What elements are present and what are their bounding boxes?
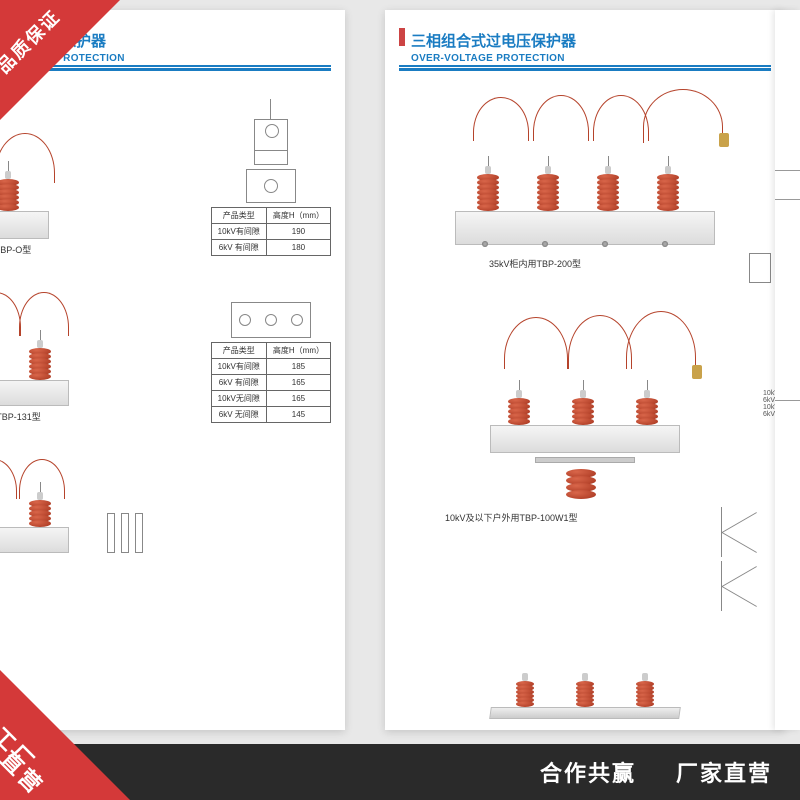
- header-right: 三相组合式过电压保护器: [399, 28, 771, 51]
- td: 6kV 有间隙: [211, 240, 266, 256]
- page-left: 组合式过电压保护器 OVER-VOLTAGE PROTECTION: [0, 10, 345, 730]
- spec-table-1: 产品类型高度H（mm） 10kV有间隙190 6kV 有间隙180: [211, 207, 331, 256]
- section-tbp-200: 35kV柜内用TBP-200型: [399, 95, 771, 283]
- td: 10kV有间隙: [211, 359, 266, 375]
- page-right: 三相组合式过电压保护器 OVER-VOLTAGE PROTECTION: [385, 10, 785, 730]
- product-partial-left: [0, 453, 69, 553]
- section-partial-bottom-left: [0, 453, 331, 553]
- product-tbp-o: 护用TBP-O型: [0, 129, 49, 256]
- page-fragment-right: [775, 10, 800, 730]
- caption-tbp-200: 35kV柜内用TBP-200型: [489, 257, 581, 270]
- caption-tbp-o: 护用TBP-O型: [0, 243, 31, 256]
- td: 10kV无间隙: [211, 391, 266, 407]
- section-partial-bottom-right: [399, 629, 771, 719]
- diagram-partial-left: [107, 513, 143, 553]
- footer-text-left: 合作共赢: [540, 756, 636, 788]
- section-tbp-100w1: 10kV及以下户外用TBP-100W1型 10kV 6kV 10kV 6kV: [399, 309, 771, 611]
- td: 6kV 无间隙: [211, 407, 266, 423]
- title-cn-right: 三相组合式过电压保护器: [411, 30, 576, 51]
- title-underline: [399, 65, 771, 71]
- td: 190: [266, 224, 330, 240]
- title-en-right: OVER-VOLTAGE PROTECTION: [411, 53, 771, 64]
- th: 高度H（mm）: [266, 208, 330, 224]
- td: 165: [266, 391, 330, 407]
- brand-bar-icon: [399, 28, 405, 46]
- diagram-tbp-131: 产品类型高度H（mm） 10kV有间隙185 6kV 有间隙165 10kV无间…: [211, 302, 331, 423]
- th: 产品类型: [211, 208, 266, 224]
- section-tbp-o: 护用TBP-O型 产品类型高度H（mm） 10kV有间隙190 6kV 有间隙1…: [0, 99, 331, 256]
- product-tbp-131: 用TBP-131型: [0, 286, 69, 423]
- td: 6kV 有间隙: [211, 375, 266, 391]
- factory-badge-line2: 直营: [0, 743, 52, 800]
- th: 产品类型: [211, 343, 266, 359]
- td: 180: [266, 240, 330, 256]
- td: 10kV有间隙: [211, 224, 266, 240]
- factory-badge: 工厂 直营: [0, 670, 130, 800]
- diagram-support-1: [749, 253, 771, 283]
- caption-tbp-100w1: 10kV及以下户外用TBP-100W1型: [445, 511, 578, 524]
- caption-tbp-131: 用TBP-131型: [0, 410, 41, 423]
- td: 165: [266, 375, 330, 391]
- td: 145: [266, 407, 330, 423]
- footer-text-right: 厂家直营: [676, 756, 772, 788]
- spec-table-2: 产品类型高度H（mm） 10kV有间隙185 6kV 有间隙165 10kV无间…: [211, 342, 331, 423]
- diagram-tbp-o: 产品类型高度H（mm） 10kV有间隙190 6kV 有间隙180: [211, 99, 331, 256]
- diagram-support-2: [721, 507, 771, 611]
- td: 185: [266, 359, 330, 375]
- catalog-spread: 组合式过电压保护器 OVER-VOLTAGE PROTECTION: [0, 10, 785, 730]
- section-tbp-131: 用TBP-131型 产品类型高度H（mm） 10kV有间隙185 6kV 有间隙…: [0, 286, 331, 423]
- th: 高度H（mm）: [266, 343, 330, 359]
